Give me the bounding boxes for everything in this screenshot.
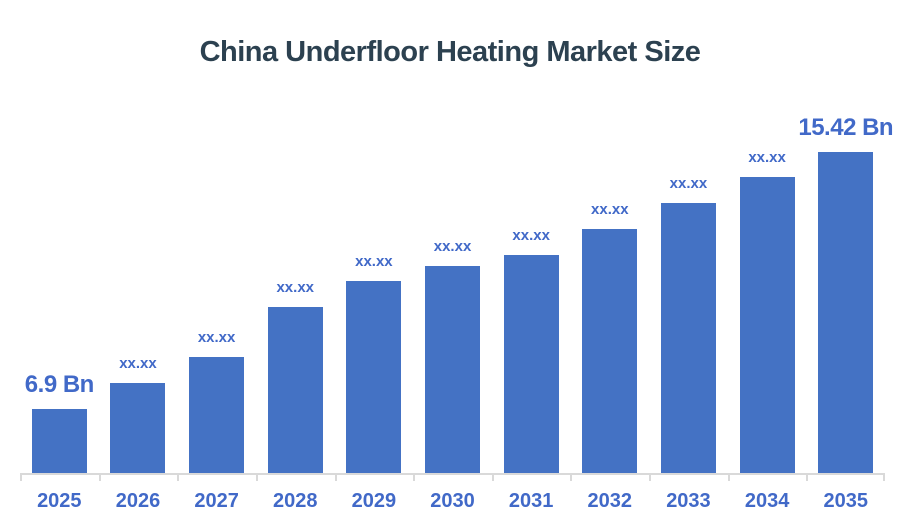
x-axis-label-2027: 2027 — [194, 490, 239, 512]
x-axis-label-2026: 2026 — [115, 490, 161, 512]
bar-2034 — [739, 177, 795, 473]
x-axis-tick — [883, 475, 885, 481]
x-axis-line — [20, 473, 885, 475]
bar-column-2029: xx.xx — [335, 100, 414, 473]
x-axis-tick — [334, 475, 337, 481]
bar-2028 — [267, 307, 323, 473]
bar-2031 — [503, 255, 559, 473]
x-axis-tick — [255, 475, 258, 481]
bar-column-2027: xx.xx — [177, 100, 256, 473]
bar-2030 — [425, 266, 481, 473]
x-axis-labels: 2025 2026 2027 2028 2029 2030 2031 2032 2033 2034… — [20, 485, 885, 525]
value-label-2030: xx.xx — [433, 238, 472, 255]
x-axis-label-2033: 2033 — [666, 490, 711, 512]
bar-column-2033: xx.xx — [649, 100, 728, 473]
bar-column-2030: xx.xx — [413, 100, 492, 473]
x-axis-label-2031: 2031 — [508, 490, 554, 512]
value-label-2029: xx.xx — [355, 253, 393, 270]
x-axis-label-2029: 2029 — [351, 490, 397, 512]
bar-chart: 6.9 Bn xx.xx xx.xx xx.xx xx.xx xx.xx xx.xx xx.x… — [20, 100, 894, 525]
x-axis-tick — [649, 475, 652, 481]
bar-2033 — [660, 203, 716, 473]
value-label-2027: xx.xx — [197, 329, 236, 346]
bar-2035 — [818, 152, 874, 473]
x-axis-tick — [98, 475, 101, 481]
x-axis-tick — [177, 475, 180, 481]
bar-column-2034: xx.xx — [728, 100, 807, 473]
x-axis-label-2028: 2028 — [272, 490, 318, 512]
bar-column-2035: 15.42 Bn — [798, 100, 894, 473]
chart-title: China Underfloor Heating Market Size — [199, 36, 701, 68]
bar-2026 — [110, 383, 166, 473]
x-axis-tick — [570, 475, 573, 481]
bar-2032 — [582, 229, 638, 473]
x-axis-label-2032: 2032 — [587, 490, 633, 512]
value-label-2033: xx.xx — [669, 175, 708, 192]
bar-column-2025: 6.9 Bn — [20, 100, 99, 473]
x-axis-tick — [491, 475, 494, 481]
x-axis-tick — [413, 475, 416, 481]
plot-area: 6.9 Bn xx.xx xx.xx xx.xx xx.xx xx.xx xx.xx xx.x… — [20, 100, 894, 473]
value-label-2034: xx.xx — [748, 149, 786, 166]
x-axis-label-2034: 2034 — [744, 490, 790, 512]
bar-column-2028: xx.xx — [256, 100, 335, 473]
x-axis-label-2030: 2030 — [430, 490, 475, 512]
value-label-2028: xx.xx — [276, 279, 315, 296]
bar-column-2026: xx.xx — [99, 100, 178, 473]
value-label-2032: xx.xx — [591, 201, 629, 218]
x-axis-tick — [727, 475, 730, 481]
bar-column-2031: xx.xx — [492, 100, 571, 473]
bar-column-2032: xx.xx — [570, 100, 649, 473]
bar-2029 — [346, 281, 402, 473]
bar-2027 — [189, 357, 245, 473]
x-axis-tick — [20, 475, 22, 481]
value-label-2031: xx.xx — [512, 227, 550, 244]
value-label-2026: xx.xx — [119, 355, 157, 372]
value-label-2025: 6.9 Bn — [24, 371, 95, 398]
x-axis-label-2025: 2025 — [37, 490, 82, 512]
bar-2025 — [31, 409, 87, 473]
x-axis-tick — [806, 475, 809, 481]
x-axis-label-2035: 2035 — [823, 490, 868, 512]
value-label-2035: 15.42 Bn — [798, 114, 894, 141]
